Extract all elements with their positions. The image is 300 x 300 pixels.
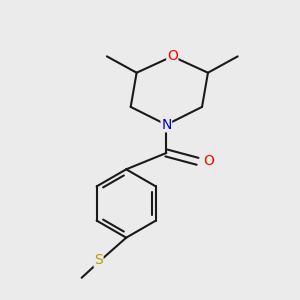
Text: O: O: [167, 50, 178, 63]
Text: S: S: [94, 253, 103, 267]
Text: N: N: [161, 118, 172, 132]
Text: O: O: [203, 154, 214, 168]
